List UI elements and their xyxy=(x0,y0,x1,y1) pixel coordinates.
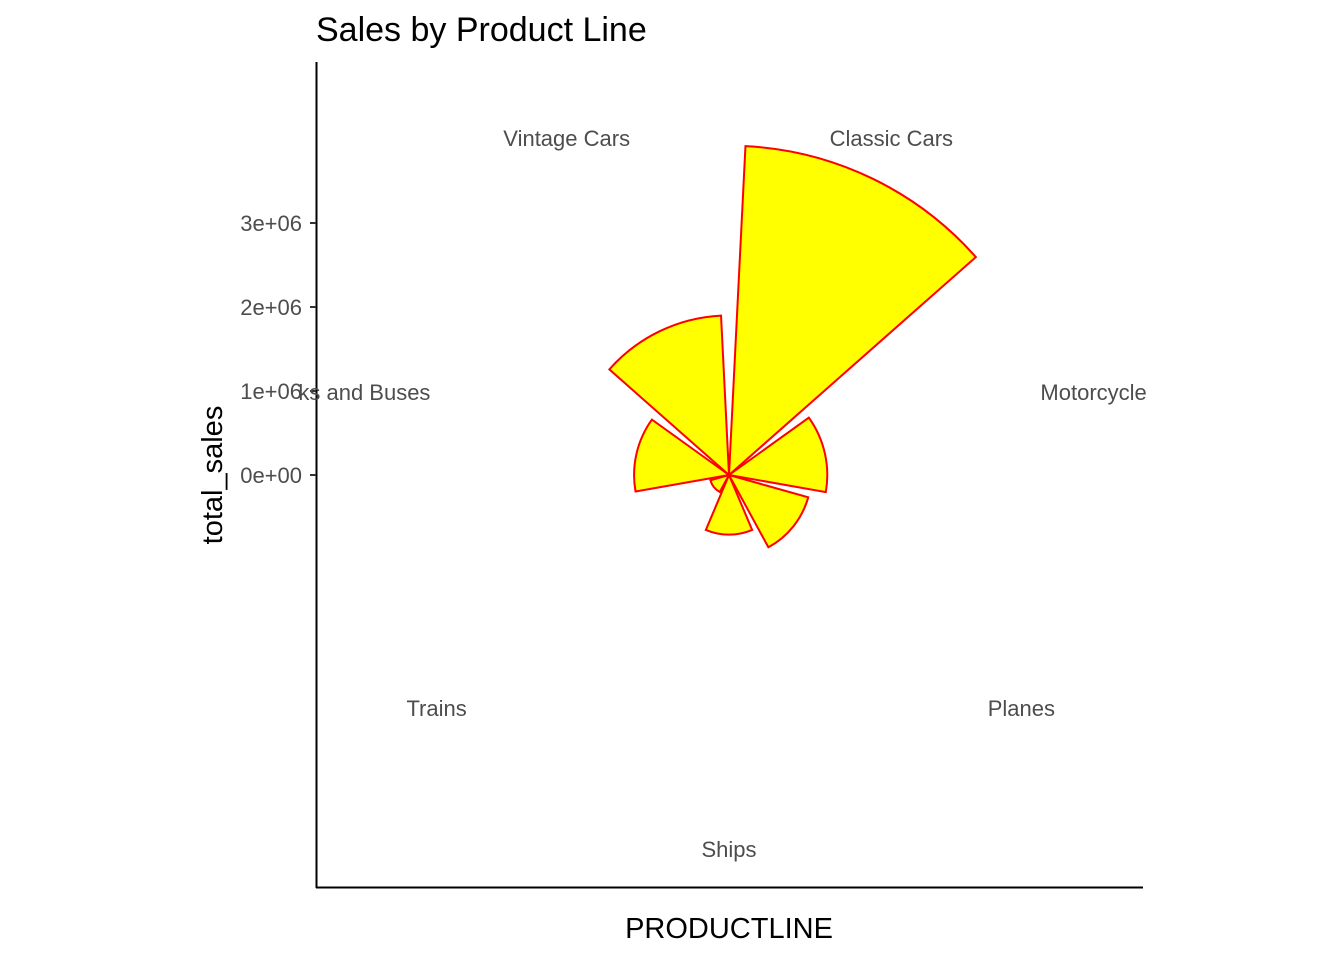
category-labels: Classic Cars Motorcycle Planes Ships Trains k… xyxy=(298,126,1146,862)
category-label: Motorcycle xyxy=(1040,380,1146,405)
y-tick-label: 3e+06 xyxy=(240,211,302,236)
y-axis-title: total_sales xyxy=(197,406,229,545)
bar-vintage-cars xyxy=(607,314,731,478)
category-label: Vintage Cars xyxy=(503,126,630,151)
category-label: ks and Buses xyxy=(298,380,430,405)
bars-layer xyxy=(607,145,978,549)
bar-classic-cars xyxy=(727,145,978,478)
category-label: Classic Cars xyxy=(830,126,953,151)
bar-trucks-and-buses xyxy=(633,418,732,493)
y-tick-label: 2e+06 xyxy=(240,295,302,320)
y-tick-label: 0e+00 xyxy=(240,463,302,488)
category-label: Planes xyxy=(988,696,1055,721)
y-tick-label: 1e+06 xyxy=(240,379,302,404)
x-axis-title: PRODUCTLINE xyxy=(625,913,833,945)
bar-motorcycles xyxy=(726,416,829,494)
category-label: Trains xyxy=(406,696,466,721)
y-axis-ticks: 0e+00 1e+06 2e+06 3e+06 xyxy=(240,211,316,488)
bar-planes xyxy=(726,473,810,549)
bar-ships xyxy=(704,472,754,536)
bar-trains xyxy=(709,473,732,494)
category-label: Ships xyxy=(701,837,756,862)
chart-title: Sales by Product Line xyxy=(316,11,647,49)
